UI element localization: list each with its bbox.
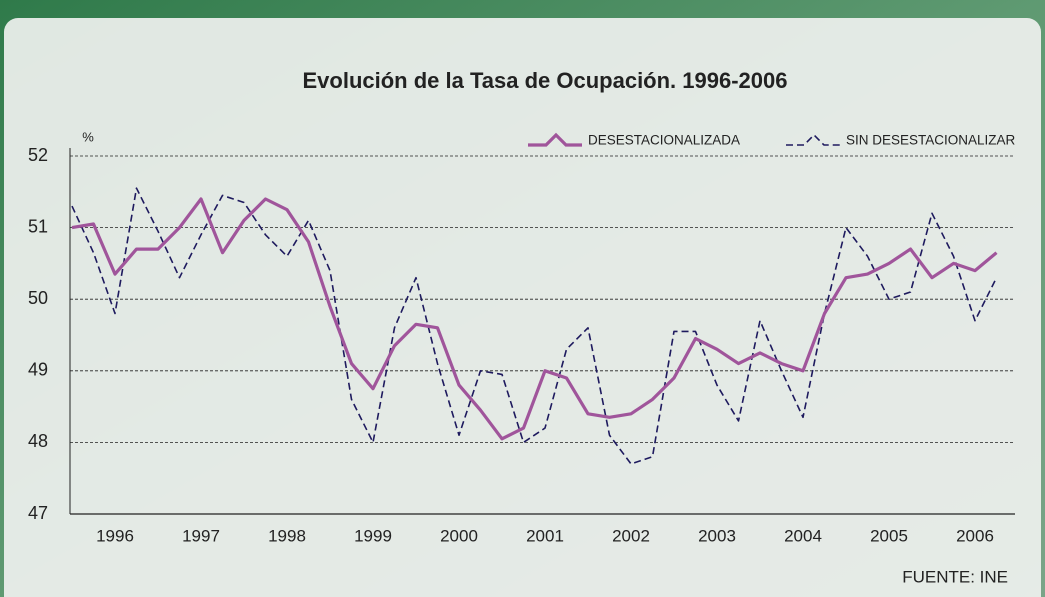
x-tick-label: 2003 xyxy=(698,526,736,545)
y-tick-label: 50 xyxy=(28,288,48,308)
chart: Evolución de la Tasa de Ocupación. 1996-… xyxy=(0,0,1045,597)
y-tick-label: 49 xyxy=(28,360,48,380)
x-tick-label: 2001 xyxy=(526,526,564,545)
y-axis-label: % xyxy=(82,129,94,144)
x-tick-label: 1997 xyxy=(182,526,220,545)
x-tick-label: 2006 xyxy=(956,526,994,545)
x-tick-label: 1998 xyxy=(268,526,306,545)
x-tick-label: 1996 xyxy=(96,526,134,545)
y-tick-label: 47 xyxy=(28,503,48,523)
y-tick-label: 52 xyxy=(28,145,48,165)
chart-title: Evolución de la Tasa de Ocupación. 1996-… xyxy=(302,68,787,93)
x-tick-label: 2004 xyxy=(784,526,822,545)
x-tick-label: 2002 xyxy=(612,526,650,545)
legend-label: SIN DESESTACIONALIZAR xyxy=(846,133,1016,148)
legend-label: DESESTACIONALIZADA xyxy=(588,133,740,148)
x-tick-label: 1999 xyxy=(354,526,392,545)
y-tick-label: 48 xyxy=(28,431,48,451)
x-tick-label: 2005 xyxy=(870,526,908,545)
y-tick-label: 51 xyxy=(28,216,48,236)
source: FUENTE: INE xyxy=(902,567,1008,586)
x-tick-label: 2000 xyxy=(440,526,478,545)
panel xyxy=(4,18,1041,597)
